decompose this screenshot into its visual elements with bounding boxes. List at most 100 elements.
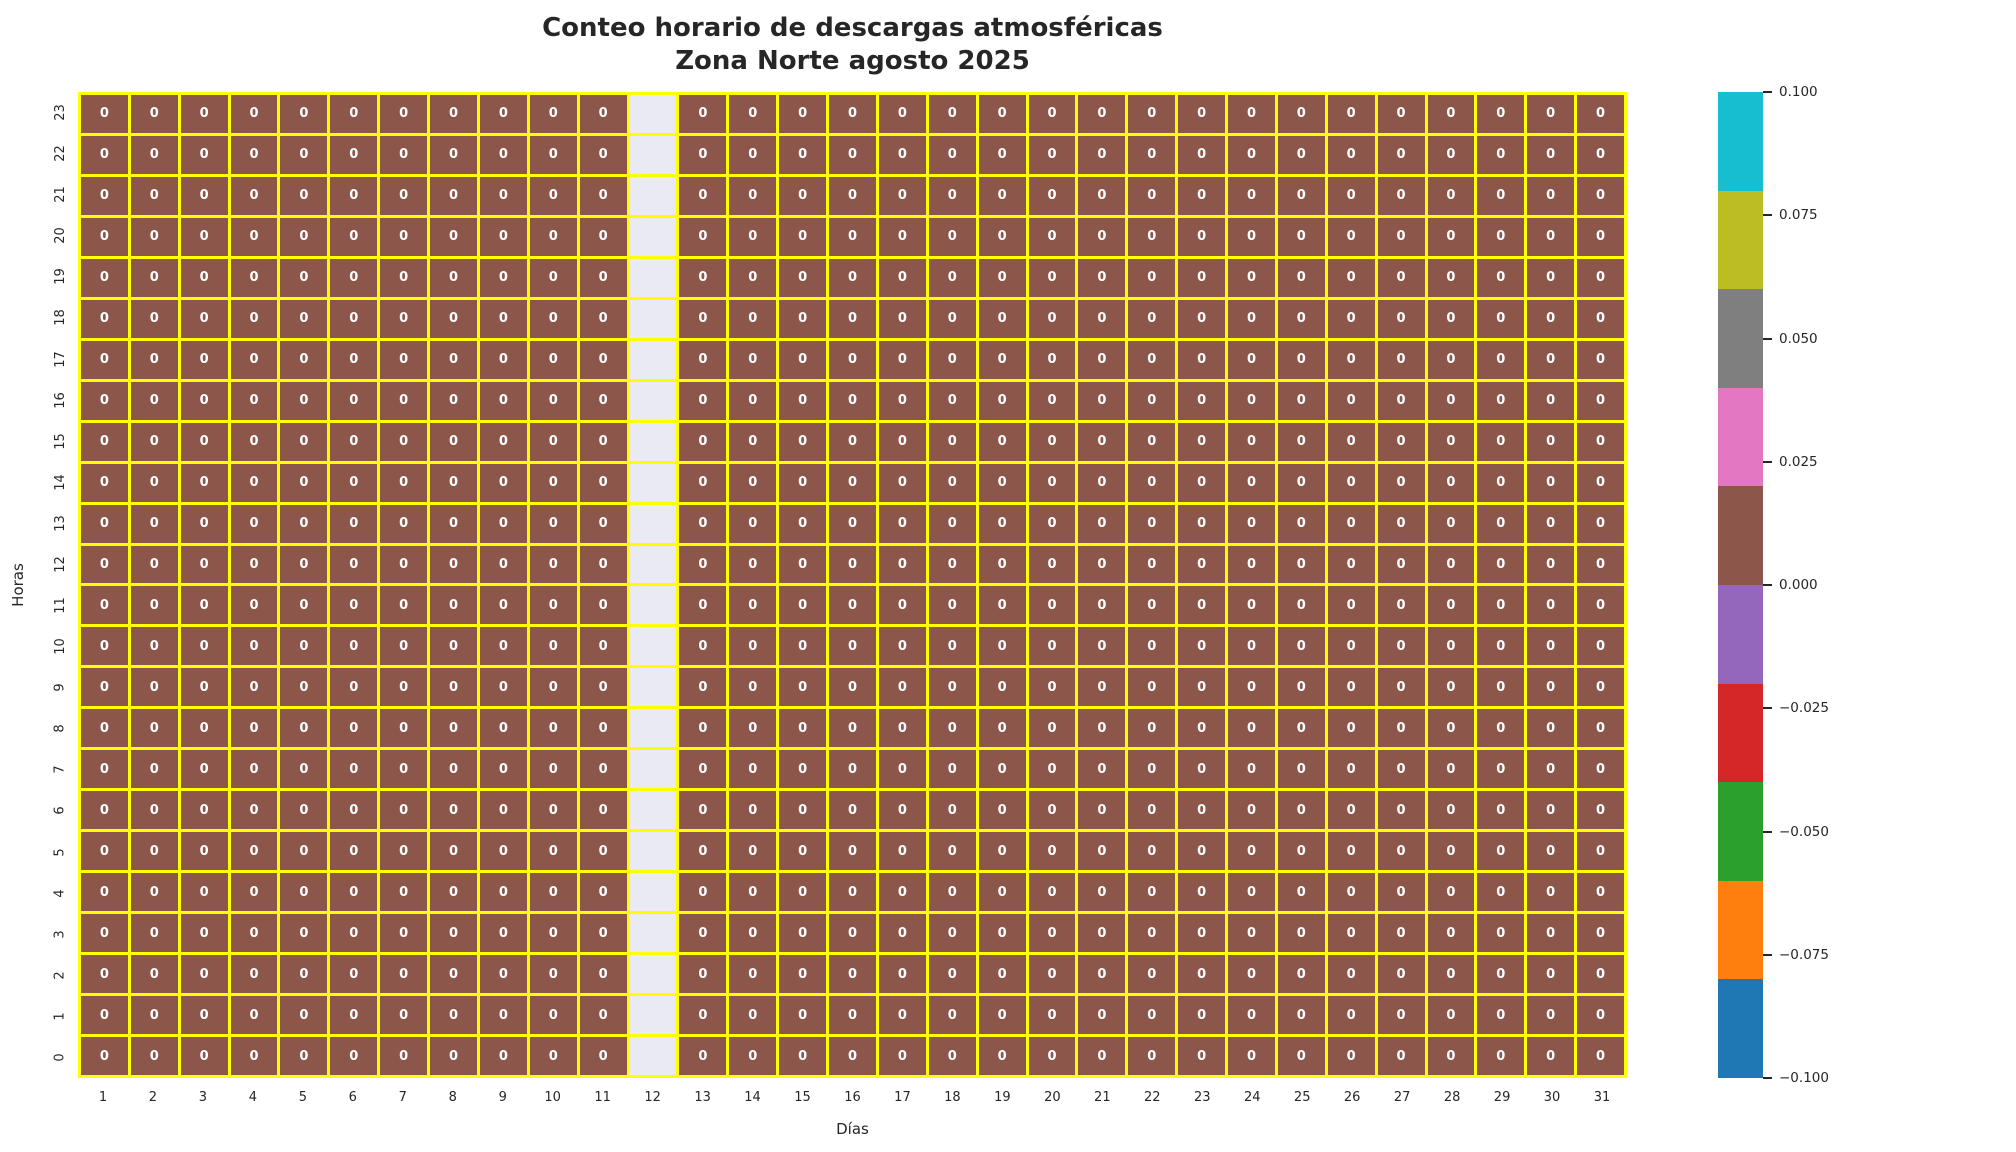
heatmap-cell: 0 xyxy=(779,1037,827,1075)
heatmap-cell: 0 xyxy=(1477,135,1525,174)
heatmap-cell: 0 xyxy=(430,832,477,871)
heatmap-cell: 0 xyxy=(579,1037,627,1075)
heatmap-cell: 0 xyxy=(978,545,1026,584)
heatmap-cell: 0 xyxy=(1128,832,1176,871)
heatmap-cell: 0 xyxy=(1577,627,1624,666)
heatmap-cell: 0 xyxy=(1327,627,1375,666)
heatmap-cell: 0 xyxy=(978,135,1026,174)
heatmap-cell: 0 xyxy=(280,217,328,256)
heatmap-cell: 0 xyxy=(130,217,178,256)
heatmap-cell: 0 xyxy=(779,750,827,789)
heatmap-cell: 0 xyxy=(1327,463,1375,502)
y-tick-label: 9 xyxy=(52,683,68,692)
heatmap-cell: 0 xyxy=(978,340,1026,379)
heatmap-cell: 0 xyxy=(579,258,627,297)
heatmap-cell: 0 xyxy=(330,217,378,256)
heatmap-cell: 0 xyxy=(1427,176,1475,215)
heatmap-cell: 0 xyxy=(130,955,178,994)
heatmap-cell: 0 xyxy=(679,914,727,953)
heatmap-cell: 0 xyxy=(81,258,128,297)
heatmap-cell: 0 xyxy=(928,791,976,830)
heatmap-cell: 0 xyxy=(1128,914,1176,953)
heatmap-cell xyxy=(629,381,677,420)
heatmap-cell: 0 xyxy=(1277,914,1325,953)
heatmap-cell: 0 xyxy=(1577,873,1624,912)
heatmap-cell: 0 xyxy=(978,627,1026,666)
heatmap-cell: 0 xyxy=(479,873,527,912)
heatmap-cell: 0 xyxy=(529,299,577,338)
heatmap-cell: 0 xyxy=(81,709,128,748)
heatmap-cell: 0 xyxy=(479,176,527,215)
y-axis-label: Horas xyxy=(4,92,32,1078)
heatmap-cell: 0 xyxy=(1427,545,1475,584)
heatmap-cell: 0 xyxy=(280,586,328,625)
heatmap-cell: 0 xyxy=(1427,504,1475,543)
heatmap-cell: 0 xyxy=(330,381,378,420)
heatmap-cell: 0 xyxy=(1377,299,1425,338)
heatmap-cell: 0 xyxy=(1477,791,1525,830)
heatmap-cell: 0 xyxy=(1327,914,1375,953)
heatmap-cell: 0 xyxy=(1377,709,1425,748)
heatmap-cell: 0 xyxy=(130,914,178,953)
heatmap-cell: 0 xyxy=(479,750,527,789)
heatmap-cell: 0 xyxy=(1377,914,1425,953)
heatmap-cell: 0 xyxy=(579,832,627,871)
heatmap-cell: 0 xyxy=(380,791,428,830)
heatmap-cell: 0 xyxy=(180,463,228,502)
heatmap-cell: 0 xyxy=(729,586,777,625)
heatmap-cell: 0 xyxy=(878,135,926,174)
heatmap-cell: 0 xyxy=(1577,709,1624,748)
heatmap-cell: 0 xyxy=(1377,135,1425,174)
heatmap-cell: 0 xyxy=(878,381,926,420)
heatmap-cell: 0 xyxy=(1477,381,1525,420)
heatmap-cell: 0 xyxy=(430,504,477,543)
heatmap-cell: 0 xyxy=(878,709,926,748)
heatmap-cell: 0 xyxy=(928,340,976,379)
heatmap-cell: 0 xyxy=(1128,299,1176,338)
heatmap-cell: 0 xyxy=(1327,955,1375,994)
heatmap-cell: 0 xyxy=(1228,873,1275,912)
heatmap-cell: 0 xyxy=(81,463,128,502)
heatmap-cell: 0 xyxy=(529,545,577,584)
colorbar-tick-label: 0.000 xyxy=(1779,577,1818,593)
heatmap-cell: 0 xyxy=(829,217,876,256)
heatmap-cell: 0 xyxy=(1178,95,1226,133)
heatmap-cell: 0 xyxy=(330,504,378,543)
heatmap-cell: 0 xyxy=(380,258,428,297)
heatmap-cell: 0 xyxy=(1277,791,1325,830)
heatmap-cell: 0 xyxy=(779,955,827,994)
heatmap-cell: 0 xyxy=(1377,258,1425,297)
heatmap-cell: 0 xyxy=(1178,1037,1226,1075)
heatmap-cell: 0 xyxy=(479,381,527,420)
colorbar xyxy=(1718,92,1763,1078)
heatmap-cell: 0 xyxy=(430,709,477,748)
heatmap-cell: 0 xyxy=(81,1037,128,1075)
heatmap-cell: 0 xyxy=(330,95,378,133)
heatmap-cell: 0 xyxy=(1527,95,1575,133)
heatmap-cell: 0 xyxy=(878,996,926,1035)
heatmap-cell: 0 xyxy=(330,914,378,953)
heatmap-cell: 0 xyxy=(679,176,727,215)
colorbar-tick-label: −0.050 xyxy=(1779,823,1829,840)
heatmap-cell: 0 xyxy=(1327,750,1375,789)
heatmap-cell: 0 xyxy=(1527,504,1575,543)
heatmap-cell: 0 xyxy=(430,914,477,953)
heatmap-cell: 0 xyxy=(928,996,976,1035)
heatmap-cell: 0 xyxy=(978,381,1026,420)
heatmap-cell: 0 xyxy=(1128,504,1176,543)
heatmap-cell: 0 xyxy=(81,299,128,338)
heatmap-cell: 0 xyxy=(430,422,477,461)
heatmap-cell: 0 xyxy=(1178,873,1226,912)
heatmap-cell: 0 xyxy=(679,873,727,912)
heatmap-cell: 0 xyxy=(380,545,428,584)
heatmap-cell: 0 xyxy=(130,135,178,174)
heatmap-cell: 0 xyxy=(130,873,178,912)
y-tick-label: 5 xyxy=(52,847,68,857)
heatmap-cell: 0 xyxy=(978,586,1026,625)
x-tick-label: 3 xyxy=(198,1090,208,1105)
heatmap-cell: 0 xyxy=(130,381,178,420)
heatmap-cell: 0 xyxy=(579,545,627,584)
heatmap-cell: 0 xyxy=(1228,463,1275,502)
heatmap-cell: 0 xyxy=(1377,955,1425,994)
colorbar-tick: 0.100 xyxy=(1763,84,1818,100)
